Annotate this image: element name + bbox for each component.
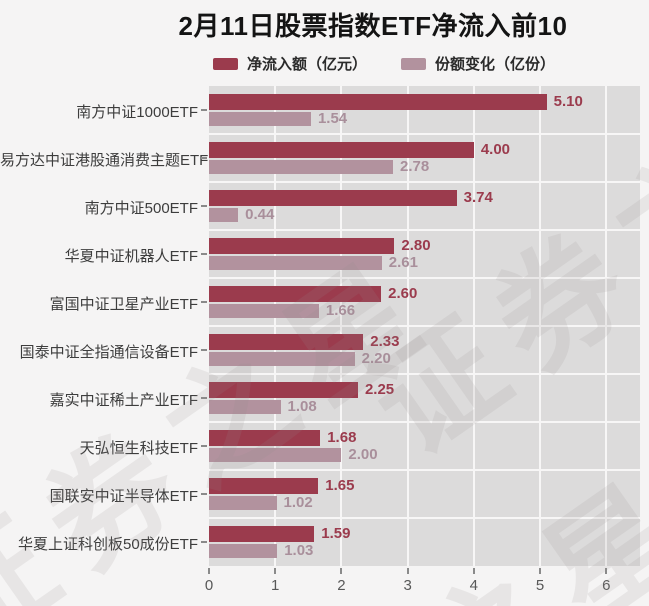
y-axis-tick xyxy=(201,109,207,111)
net-inflow-value: 1.68 xyxy=(327,429,357,446)
y-axis-tick xyxy=(201,397,207,399)
category-label: 国泰中证全指通信设备ETF xyxy=(19,344,198,361)
legend-label-share-change: 份额变化（亿份） xyxy=(435,56,556,73)
net-inflow-bar[interactable] xyxy=(209,382,358,398)
net-inflow-bar[interactable] xyxy=(209,94,547,110)
horizontal-gridline xyxy=(209,229,640,231)
horizontal-gridline xyxy=(209,181,640,183)
net-inflow-bar[interactable] xyxy=(209,142,474,158)
share-change-value: 2.78 xyxy=(400,158,430,175)
share-change-value: 1.08 xyxy=(287,398,317,415)
x-axis-tick-label: 5 xyxy=(535,577,545,594)
x-axis-tick xyxy=(340,568,343,574)
legend-item-net-inflow[interactable]: 净流入额（亿元） xyxy=(213,53,367,74)
x-axis-tick-label: 1 xyxy=(271,577,280,594)
y-axis-tick xyxy=(201,205,207,207)
net-inflow-bar[interactable] xyxy=(209,286,382,302)
share-change-value: 2.61 xyxy=(388,254,418,271)
x-axis-tick-label: 3 xyxy=(403,577,412,594)
share-change-value: 1.54 xyxy=(317,110,348,127)
category-label: 华夏中证机器人ETF xyxy=(64,248,198,265)
share-change-value: 1.02 xyxy=(283,494,313,511)
horizontal-gridline xyxy=(209,133,640,135)
net-inflow-value: 5.10 xyxy=(553,93,583,110)
y-axis-tick xyxy=(201,493,207,495)
share-change-value: 2.20 xyxy=(361,350,391,367)
x-axis-tick-label: 6 xyxy=(602,577,611,594)
share-change-bar[interactable] xyxy=(209,496,277,510)
share-change-value: 0.44 xyxy=(245,206,275,223)
horizontal-gridline xyxy=(209,517,640,519)
legend-label-net-inflow: 净流入额（亿元） xyxy=(247,56,368,73)
net-inflow-bar[interactable] xyxy=(209,526,315,542)
y-axis-tick xyxy=(201,301,207,303)
y-axis-tick xyxy=(201,541,207,543)
y-axis-tick xyxy=(201,349,207,351)
share-change-bar[interactable] xyxy=(209,400,281,414)
x-axis-tick-label: 0 xyxy=(204,577,214,594)
legend-item-share-change[interactable]: 份额变化（亿份） xyxy=(401,53,555,74)
net-inflow-value: 1.59 xyxy=(321,525,351,542)
category-label: 嘉实中证稀土产业ETF xyxy=(49,392,198,409)
net-inflow-bar[interactable] xyxy=(209,478,319,494)
category-label: 易方达中证港股通消费主题ETF xyxy=(0,152,209,169)
share-change-swatch-icon xyxy=(401,57,427,70)
share-change-bar[interactable] xyxy=(209,160,394,174)
net-inflow-value: 2.25 xyxy=(364,381,395,398)
category-label: 南方中证500ETF xyxy=(84,200,198,217)
y-axis-tick xyxy=(201,157,207,159)
share-change-bar[interactable] xyxy=(209,256,382,270)
category-label: 华夏上证科创板50成份ETF xyxy=(17,536,198,553)
share-change-value: 1.03 xyxy=(284,542,314,559)
x-axis-tick xyxy=(539,568,542,574)
share-change-value: 1.66 xyxy=(325,302,356,319)
x-axis-tick xyxy=(274,568,277,574)
net-inflow-bar[interactable] xyxy=(209,238,395,254)
chart-title: 2月11日股票指数ETF净流入前10 xyxy=(178,11,568,41)
category-label: 国联安中证半导体ETF xyxy=(49,488,198,505)
x-axis-tick xyxy=(472,568,475,574)
y-axis-tick xyxy=(201,445,207,447)
net-inflow-swatch-icon xyxy=(213,57,238,70)
share-change-bar[interactable] xyxy=(209,352,355,366)
x-axis-tick xyxy=(605,568,608,574)
horizontal-gridline xyxy=(209,277,640,279)
net-inflow-bar[interactable] xyxy=(209,430,321,446)
share-change-bar[interactable] xyxy=(209,448,342,462)
category-label: 富国中证卫星产业ETF xyxy=(49,296,198,313)
net-inflow-value: 3.74 xyxy=(463,189,493,206)
horizontal-gridline xyxy=(209,373,640,375)
category-label: 南方中证1000ETF xyxy=(76,104,198,121)
share-change-bar[interactable] xyxy=(209,112,311,126)
net-inflow-value: 4.00 xyxy=(480,141,511,158)
horizontal-gridline xyxy=(209,325,640,327)
net-inflow-value: 2.60 xyxy=(388,285,418,302)
category-label: 天弘恒生科技ETF xyxy=(79,440,198,457)
net-inflow-bar[interactable] xyxy=(209,190,457,206)
x-axis-tick xyxy=(208,568,210,574)
chart-legend: 净流入额（亿元） 份额变化（亿份） xyxy=(213,53,555,74)
x-axis-tick-label: 4 xyxy=(469,577,478,594)
horizontal-gridline xyxy=(209,421,640,423)
net-inflow-value: 2.33 xyxy=(370,333,400,350)
x-axis-tick xyxy=(406,568,409,574)
x-axis-tick-label: 2 xyxy=(337,577,346,594)
share-change-bar[interactable] xyxy=(209,544,278,558)
net-inflow-value: 2.80 xyxy=(401,237,431,254)
share-change-bar[interactable] xyxy=(209,304,319,318)
share-change-value: 2.00 xyxy=(348,446,378,463)
horizontal-gridline xyxy=(209,469,640,471)
y-axis-tick xyxy=(201,253,207,255)
share-change-bar[interactable] xyxy=(209,208,239,222)
net-inflow-value: 1.65 xyxy=(325,477,355,494)
net-inflow-bar[interactable] xyxy=(209,334,364,350)
